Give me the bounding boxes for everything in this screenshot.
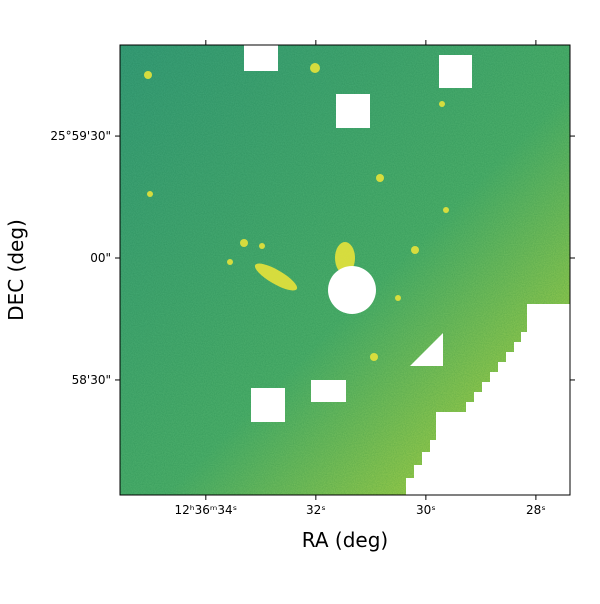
y-axis-label: DEC (deg) bbox=[4, 219, 28, 321]
x-tick-label: 32ˢ bbox=[306, 503, 326, 517]
y-tick-label: 25°59'30" bbox=[50, 129, 111, 143]
y-tick-label: 00" bbox=[90, 251, 111, 265]
x-tick-label: 28ˢ bbox=[526, 503, 546, 517]
x-tick-label: 12ʰ36ᵐ34ˢ bbox=[175, 503, 238, 517]
y-tick-label: 58'30" bbox=[72, 373, 111, 387]
frame bbox=[119, 44, 571, 496]
x-axis-label: RA (deg) bbox=[302, 528, 388, 552]
x-tick-label: 30ˢ bbox=[416, 503, 436, 517]
image bbox=[120, 45, 570, 495]
